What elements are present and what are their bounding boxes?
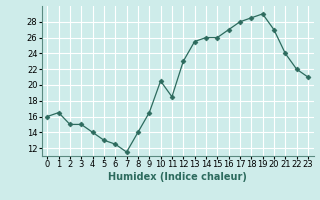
- X-axis label: Humidex (Indice chaleur): Humidex (Indice chaleur): [108, 172, 247, 182]
